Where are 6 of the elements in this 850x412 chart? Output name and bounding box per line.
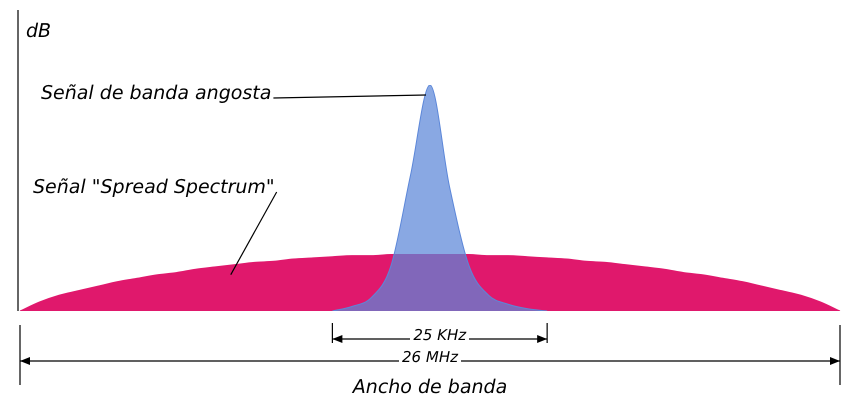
text: 25 KHz [410, 326, 470, 344]
text: 26 MHz [399, 348, 461, 366]
y-axis-title: dB [26, 20, 52, 42]
x-axis-title: Ancho de banda [350, 376, 508, 398]
text: Señal "Spread Spectrum" [33, 176, 275, 198]
text: Señal de banda angosta [41, 82, 272, 104]
